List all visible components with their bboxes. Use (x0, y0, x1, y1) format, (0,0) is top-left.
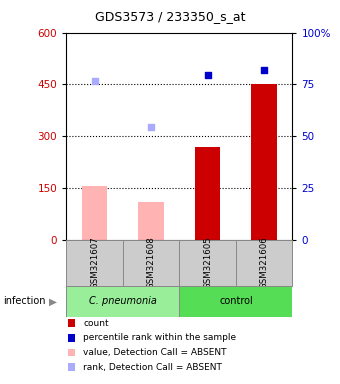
Point (148, 124, 154, 130)
Text: value, Detection Call = ABSENT: value, Detection Call = ABSENT (83, 348, 227, 357)
Text: rank, Detection Call = ABSENT: rank, Detection Call = ABSENT (83, 362, 222, 372)
Bar (251, 84, 277, 240)
Bar (66, 240, 123, 286)
Point (205, 72, 210, 78)
Point (261, 66, 267, 73)
Text: GSM321606: GSM321606 (260, 237, 269, 290)
Text: GSM321607: GSM321607 (90, 237, 99, 290)
Bar (195, 147, 220, 240)
Text: percentile rank within the sample: percentile rank within the sample (83, 333, 236, 343)
Bar (138, 202, 164, 240)
Text: C. pneumonia: C. pneumonia (89, 296, 157, 306)
Text: count: count (83, 319, 109, 328)
Text: GDS3573 / 233350_s_at: GDS3573 / 233350_s_at (95, 10, 245, 23)
Text: GSM321608: GSM321608 (147, 237, 156, 290)
Bar (82, 186, 107, 240)
Point (92, 78, 97, 84)
Text: GSM321605: GSM321605 (203, 237, 212, 290)
Text: infection: infection (3, 296, 46, 306)
Bar (66, 286, 180, 317)
Bar (236, 240, 292, 286)
Bar (123, 240, 180, 286)
Text: ▶: ▶ (49, 296, 57, 306)
Bar (180, 240, 236, 286)
Bar (180, 286, 292, 317)
Text: control: control (219, 296, 253, 306)
